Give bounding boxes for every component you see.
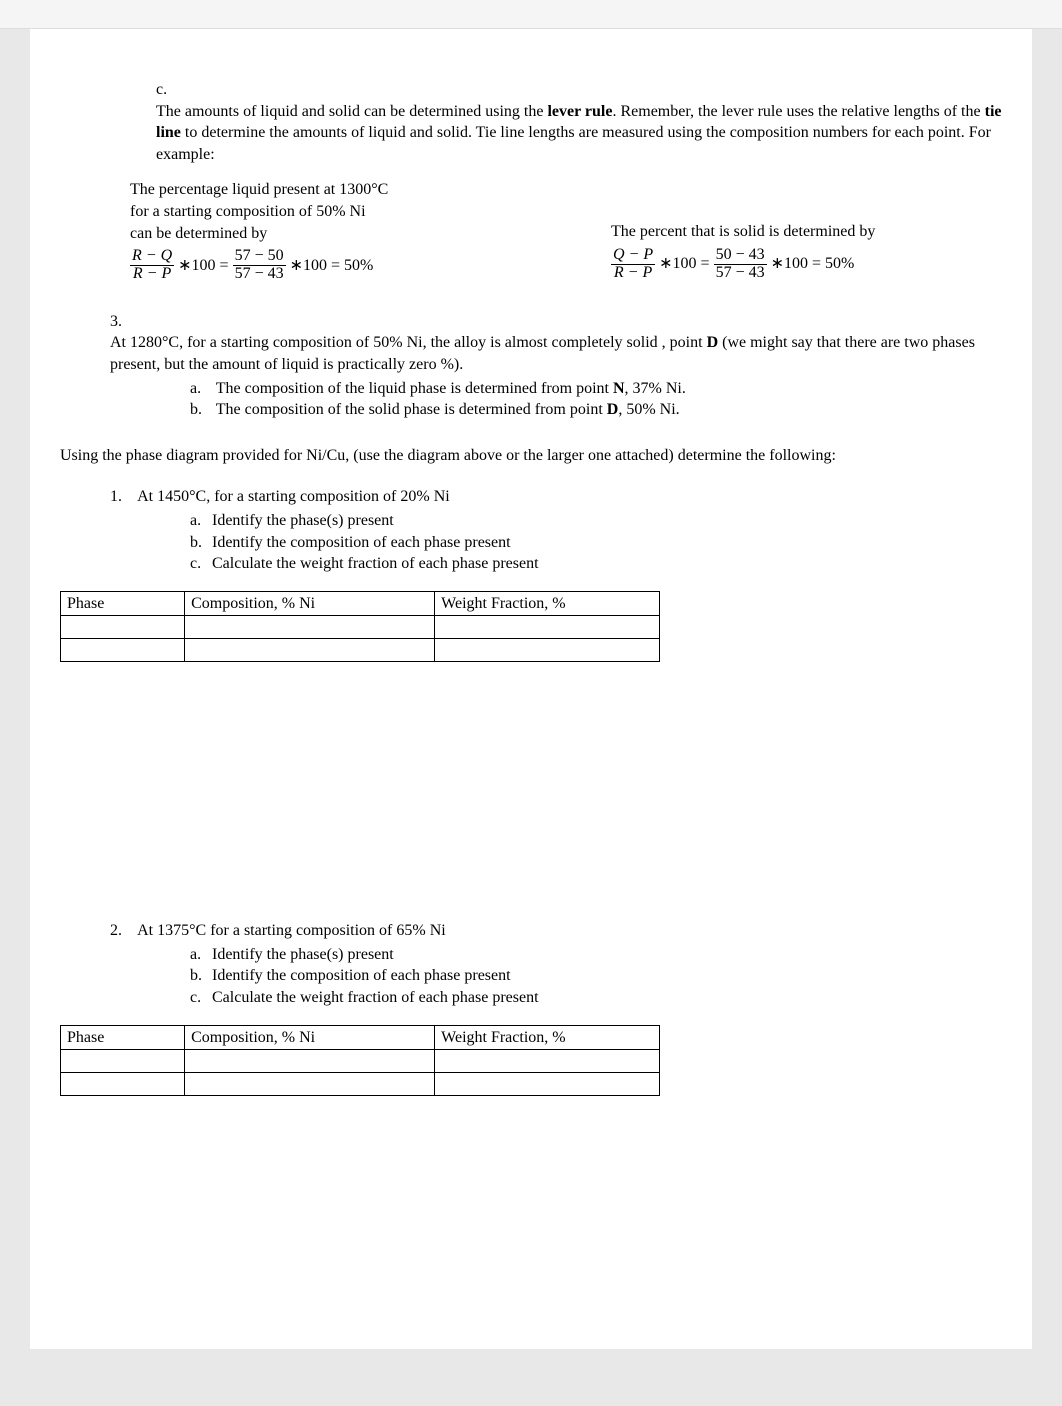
text: , 50% Ni. xyxy=(618,401,679,418)
text: The percentage liquid present at 1300°C xyxy=(130,179,521,201)
fraction: Q − P R − P xyxy=(611,247,655,282)
denominator: R − P xyxy=(612,265,654,282)
solid-example: The percent that is solid is determined … xyxy=(611,179,1002,282)
item-letter: c. xyxy=(190,987,212,1009)
list-item-c: c. The amounts of liquid and solid can b… xyxy=(156,79,1002,165)
bold-text: N xyxy=(613,380,625,397)
phase-table-2: Phase Composition, % Ni Weight Fraction,… xyxy=(60,1025,660,1097)
bold-text: D xyxy=(607,401,619,418)
fraction: 50 − 43 57 − 43 xyxy=(714,247,767,282)
table-row xyxy=(61,1050,660,1073)
text: ∗100 = xyxy=(659,253,709,275)
item-3-text: At 1280°C, for a starting composition of… xyxy=(110,332,1020,375)
item-letter: a. xyxy=(190,944,212,966)
text: The composition of the solid phase is de… xyxy=(216,401,680,418)
table-header: Phase xyxy=(61,591,185,616)
table-header: Composition, % Ni xyxy=(185,591,435,616)
text: , 37% Ni. xyxy=(625,380,686,397)
item-letter: b. xyxy=(190,399,212,421)
sub-item-a: a.Identify the phase(s) present xyxy=(190,510,1002,532)
table-header: Weight Fraction, % xyxy=(435,591,660,616)
liquid-example: The percentage liquid present at 1300°C … xyxy=(130,179,521,282)
denominator: R − P xyxy=(131,266,173,283)
fraction: R − Q R − P xyxy=(130,248,174,283)
text: ∗100 = 50% xyxy=(771,253,855,275)
text: Identify the composition of each phase p… xyxy=(212,967,511,984)
sub-item-a: a. The composition of the liquid phase i… xyxy=(190,378,1002,400)
item-c-text: The amounts of liquid and solid can be d… xyxy=(156,101,1006,166)
denominator: 57 − 43 xyxy=(233,266,286,283)
text: can be determined by xyxy=(130,223,521,245)
item-number: 2. xyxy=(110,920,134,942)
item-letter: c. xyxy=(156,79,178,101)
sub-item-b: b.Identify the composition of each phase… xyxy=(190,532,1002,554)
phase-table-1: Phase Composition, % Ni Weight Fraction,… xyxy=(60,591,660,663)
sub-item-b: b.Identify the composition of each phase… xyxy=(190,965,1002,987)
table-header: Weight Fraction, % xyxy=(435,1025,660,1050)
denominator: 57 − 43 xyxy=(714,265,767,282)
equation: Q − P R − P ∗100 = 50 − 43 57 − 43 ∗100 … xyxy=(611,247,1002,282)
list-item-3: 3. At 1280°C, for a starting composition… xyxy=(110,311,1002,421)
sub-item-b: b. The composition of the solid phase is… xyxy=(190,399,1002,421)
numerator: Q − P xyxy=(611,247,655,265)
item-number: 1. xyxy=(110,486,134,508)
fraction: 57 − 50 57 − 43 xyxy=(233,248,286,283)
item-letter: a. xyxy=(190,510,212,532)
item-letter: b. xyxy=(190,532,212,554)
text: Identify the phase(s) present xyxy=(212,512,394,529)
item-letter: b. xyxy=(190,965,212,987)
table-row xyxy=(61,639,660,662)
text: ∗100 = xyxy=(178,255,228,277)
sub-item-c: c.Calculate the weight fraction of each … xyxy=(190,987,1002,1009)
equation: R − Q R − P ∗100 = 57 − 50 57 − 43 ∗100 … xyxy=(130,248,521,283)
table-header: Phase xyxy=(61,1025,185,1050)
text: to determine the amounts of liquid and s… xyxy=(156,124,991,163)
bold-text: lever rule xyxy=(547,103,612,120)
numerator: R − Q xyxy=(130,248,174,266)
sub-item-a: a.Identify the phase(s) present xyxy=(190,944,1002,966)
question-stem: At 1450°C, for a starting composition of… xyxy=(137,488,450,505)
text: . Remember, the lever rule uses the rela… xyxy=(612,103,984,120)
text: Calculate the weight fraction of each ph… xyxy=(212,989,539,1006)
text: The composition of the liquid phase is d… xyxy=(216,380,613,397)
text: The amounts of liquid and solid can be d… xyxy=(156,103,547,120)
item-letter: c. xyxy=(190,553,212,575)
text: Identify the phase(s) present xyxy=(212,946,394,963)
question-1: 1. At 1450°C, for a starting composition… xyxy=(110,486,1002,574)
text: ∗100 = 50% xyxy=(290,255,374,277)
table-row xyxy=(61,1073,660,1096)
window-toolbar xyxy=(0,0,1062,29)
text: for a starting composition of 50% Ni xyxy=(130,201,521,223)
text: The composition of the liquid phase is d… xyxy=(216,380,686,397)
question-stem: At 1375°C for a starting composition of … xyxy=(137,922,446,939)
table-row xyxy=(61,616,660,639)
bold-text: D xyxy=(707,334,719,351)
text: Identify the composition of each phase p… xyxy=(212,534,511,551)
text: At 1280°C, for a starting composition of… xyxy=(110,334,707,351)
text: The percent that is solid is determined … xyxy=(611,221,1002,243)
table-header: Composition, % Ni xyxy=(185,1025,435,1050)
example-block: The percentage liquid present at 1300°C … xyxy=(130,179,1002,282)
numerator: 57 − 50 xyxy=(233,248,286,266)
numerator: 50 − 43 xyxy=(714,247,767,265)
sub-item-c: c.Calculate the weight fraction of each … xyxy=(190,553,1002,575)
item-letter: a. xyxy=(190,378,212,400)
document-page: c. The amounts of liquid and solid can b… xyxy=(30,29,1032,1349)
text: Calculate the weight fraction of each ph… xyxy=(212,555,539,572)
item-number: 3. xyxy=(110,311,134,333)
text: The composition of the solid phase is de… xyxy=(216,401,607,418)
question-2: 2. At 1375°C for a starting composition … xyxy=(110,920,1002,1008)
intro-paragraph: Using the phase diagram provided for Ni/… xyxy=(60,445,1002,467)
